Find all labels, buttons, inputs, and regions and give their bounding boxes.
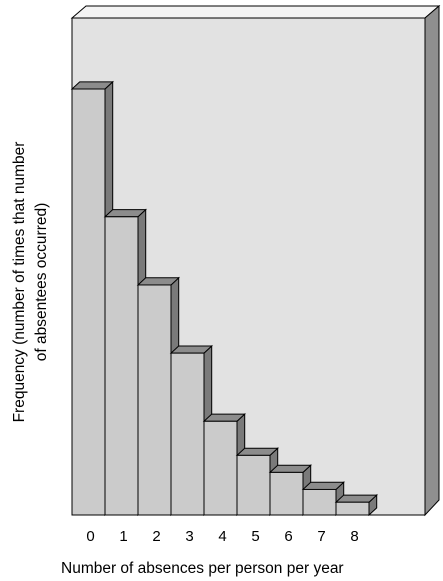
y-axis-title: Frequency (number of times that number o… — [11, 142, 50, 423]
bar-top-face — [136, 277, 180, 286]
bar-top-face — [301, 481, 345, 490]
bar-top-face — [235, 447, 279, 456]
x-tick-label: 0 — [86, 528, 94, 545]
bar-top-face — [103, 209, 147, 218]
x-tick-label: 4 — [218, 528, 226, 545]
bar-7 — [301, 481, 345, 517]
bar-front-face — [236, 454, 271, 516]
x-tick-label: 6 — [284, 528, 292, 545]
bar-top-face — [169, 345, 213, 354]
bar-top-face — [268, 464, 312, 473]
bar-front-face — [71, 88, 106, 516]
bar-front-face — [302, 488, 337, 516]
bar-front-face — [137, 284, 172, 516]
bar-front-face — [203, 420, 238, 516]
x-tick-label: 7 — [317, 528, 325, 545]
bar-top-face — [202, 413, 246, 422]
x-tick-label: 1 — [119, 528, 127, 545]
wall-top-face — [70, 5, 441, 19]
bar-front-face — [104, 216, 139, 516]
bar-top-face — [334, 494, 378, 503]
y-axis-title-line-1: Frequency (number of times that number — [11, 142, 28, 423]
x-tick-label: 8 — [350, 528, 358, 545]
bar-front-face — [170, 352, 205, 516]
y-axis-title-line-2: of absentees occurred) — [33, 203, 50, 362]
bar-8 — [334, 493, 378, 517]
wall-side-face — [424, 4, 440, 517]
x-axis-title: Number of absences per person per year — [61, 560, 344, 577]
x-tick-labels: 0 1 2 3 4 5 6 7 8 — [86, 528, 358, 545]
bar-front-face — [269, 471, 304, 516]
bar-front-face — [335, 501, 370, 516]
histogram-bars — [70, 80, 378, 517]
x-tick-label: 2 — [152, 528, 160, 545]
x-tick-label: 5 — [251, 528, 259, 545]
bar-top-face — [70, 81, 114, 90]
x-tick-label: 3 — [185, 528, 193, 545]
